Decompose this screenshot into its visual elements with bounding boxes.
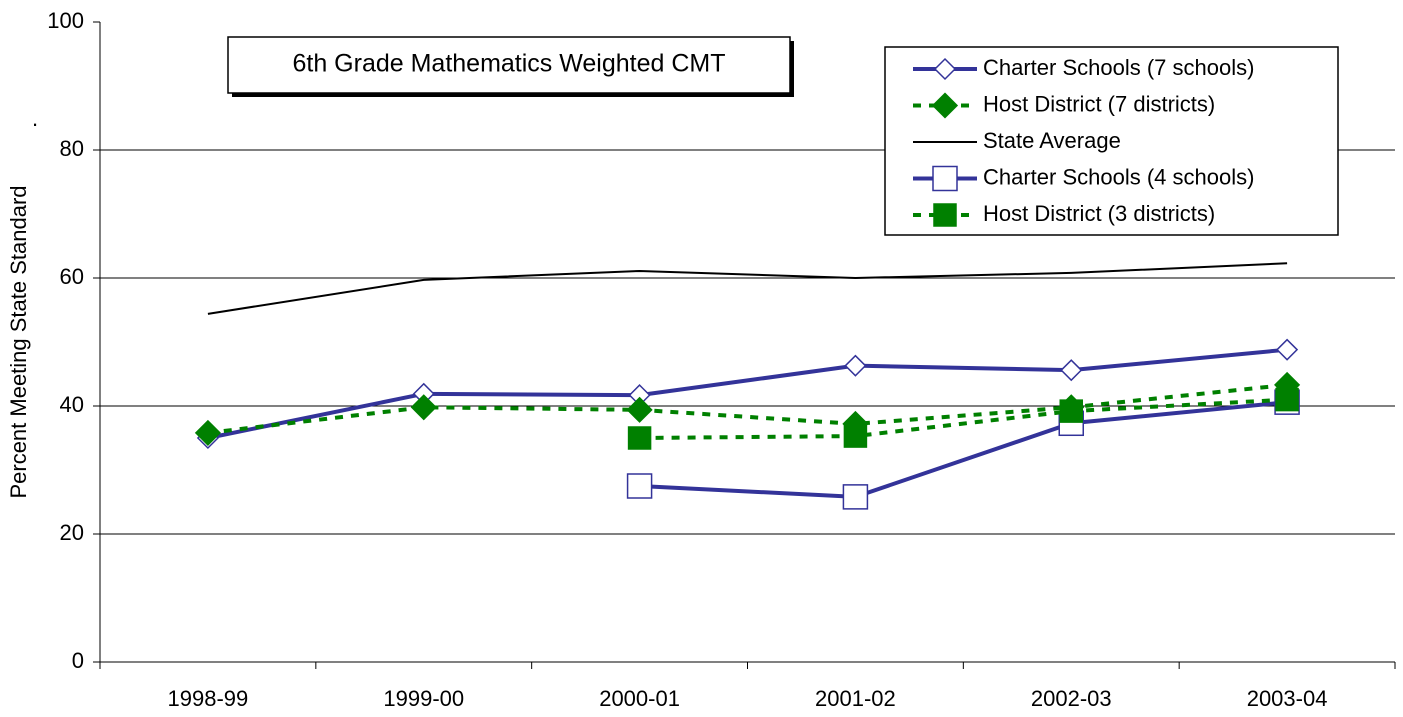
legend-label: Host District (7 districts) [983, 91, 1215, 116]
series-line [207, 382, 1288, 435]
legend-label: Charter Schools (7 schools) [983, 55, 1254, 80]
data-point [194, 419, 221, 446]
chart-title: 6th Grade Mathematics Weighted CMT [292, 50, 725, 78]
legend-label: Host District (3 districts) [983, 201, 1215, 226]
data-point [842, 484, 869, 510]
y-tick-label: 0 [72, 648, 84, 673]
x-tick-label: 2003-04 [1247, 686, 1328, 711]
x-tick-label: 1998-99 [168, 686, 249, 711]
x-tick-label: 2000-01 [599, 686, 680, 711]
annotation: . [32, 106, 38, 131]
legend-marker [933, 203, 957, 227]
series-line [639, 397, 1288, 440]
y-tick-label: 20 [60, 520, 84, 545]
legend-marker [932, 165, 958, 192]
series-line [207, 347, 1288, 440]
x-tick-label: 1999-00 [383, 686, 464, 711]
y-tick-label: 40 [60, 392, 84, 417]
series-line [207, 262, 1288, 315]
data-point [626, 473, 653, 499]
data-point [1060, 359, 1083, 382]
series-line [639, 400, 1288, 499]
data-point [1275, 387, 1299, 412]
legend: Charter Schools (7 schools) Host District… [884, 46, 1339, 236]
y-tick-label: 80 [60, 136, 84, 161]
data-point [1059, 399, 1083, 423]
data-point [1276, 338, 1299, 361]
legend-label: Charter Schools (4 schools) [983, 164, 1254, 189]
legend-marker [931, 92, 959, 119]
y-axis-label: Percent Meeting State Standard [6, 185, 31, 498]
y-tick-label: 60 [60, 264, 84, 289]
y-tick-label: 100 [47, 8, 84, 33]
legend-label: State Average [983, 128, 1121, 153]
data-point [844, 354, 867, 377]
x-tick-label: 2002-03 [1031, 686, 1112, 711]
title-box [227, 36, 791, 94]
x-tick-label: 2001-02 [815, 686, 896, 711]
data-point [410, 394, 437, 421]
data-point [626, 396, 653, 423]
data-point [843, 424, 868, 448]
legend-marker [933, 57, 957, 81]
data-point [627, 426, 652, 450]
